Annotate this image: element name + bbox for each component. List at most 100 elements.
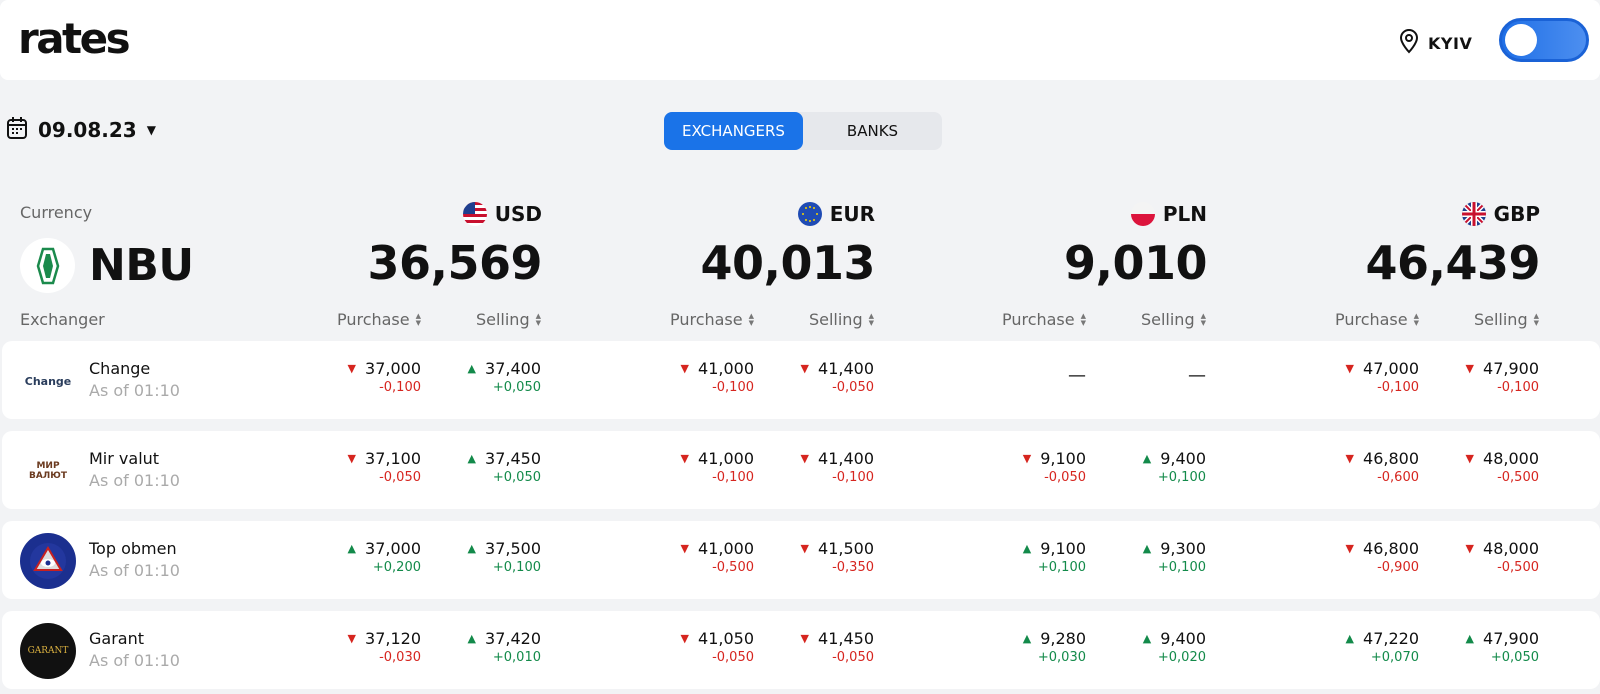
rate-value: 9,300	[1160, 539, 1206, 558]
exchanger-update-time: As of 01:10	[89, 471, 180, 490]
rate-change: -0,100	[832, 470, 874, 485]
arrow-up-icon: ▲	[1465, 632, 1475, 645]
rate-value: 37,450	[485, 449, 541, 468]
exchanger-row[interactable]: Top obmen As of 01:10 ▲ 37,000 +0,200 ▲ 37,500…	[2, 521, 1600, 599]
rates-logo[interactable]: rates	[18, 14, 131, 63]
selling-sort-header[interactable]: Selling ▲ ▼	[1096, 310, 1206, 329]
date-picker[interactable]: 09.08.23 ▼	[6, 116, 156, 144]
selling-sort-header[interactable]: Selling ▲ ▼	[764, 310, 874, 329]
rate-change: +0,030	[1037, 650, 1086, 665]
rate-value: 46,800	[1363, 539, 1419, 558]
theme-toggle[interactable]	[1499, 18, 1589, 62]
rate-value: 9,400	[1160, 449, 1206, 468]
rate-cell: ▲ 9,400 +0,100	[1096, 449, 1206, 485]
rate-cell: ▼ 41,500 -0,350	[764, 539, 874, 575]
exchanger-label: Exchanger	[20, 310, 105, 329]
rate-value: 47,900	[1483, 629, 1539, 648]
rate-change: +0,100	[492, 560, 541, 575]
currency-label: Currency	[20, 203, 93, 222]
selling-sort-header[interactable]: Selling ▲ ▼	[1429, 310, 1539, 329]
rate-value: 47,220	[1363, 629, 1419, 648]
arrow-down-icon: ▼	[800, 362, 810, 375]
purchase-sort-header[interactable]: Purchase ▲ ▼	[1309, 310, 1419, 329]
rate-cell: ▼ 37,000 -0,100	[311, 359, 421, 395]
currency-eur-code: EUR	[797, 202, 875, 226]
purchase-sort-header[interactable]: Purchase ▲ ▼	[644, 310, 754, 329]
rate-change: -0,500	[1497, 560, 1539, 575]
change-logo-icon: Change	[20, 353, 76, 409]
arrow-down-icon: ▼	[680, 362, 690, 375]
column-label: Purchase	[1001, 310, 1075, 329]
rate-cell: ▼ 47,900 -0,100	[1429, 359, 1539, 395]
rate-value: 37,120	[365, 629, 421, 648]
exchanger-name: Top obmen	[89, 539, 177, 558]
rate-value: 37,000	[365, 359, 421, 378]
rate-cell: —	[976, 359, 1086, 386]
city-selector[interactable]: KYIV	[1398, 28, 1472, 58]
rate-change: -0,100	[379, 380, 421, 395]
rate-change: +0,100	[1037, 560, 1086, 575]
tab-banks[interactable]: BANKS	[846, 122, 899, 140]
arrow-up-icon: ▲	[347, 542, 357, 555]
exchanger-row[interactable]: GARANT Garant As of 01:10 ▼ 37,120 -0,030 ▲ 37,…	[2, 611, 1600, 689]
rate-cell: ▼ 41,400 -0,100	[764, 449, 874, 485]
arrow-down-icon: ▼	[1465, 542, 1475, 555]
rate-value: 37,500	[485, 539, 541, 558]
rate-value: 47,900	[1483, 359, 1539, 378]
rate-cell: ▼ 41,000 -0,500	[644, 539, 754, 575]
arrow-down-icon: ▼	[347, 632, 357, 645]
date-value: 09.08.23	[38, 118, 137, 142]
mir-valut-logo-icon: МИР ВАЛЮТ	[20, 443, 76, 499]
currency-rate: 46,439	[1365, 236, 1540, 290]
rate-cell: ▲ 37,400 +0,050	[431, 359, 541, 395]
sort-icon: ▲ ▼	[1080, 311, 1086, 327]
exchanger-row[interactable]: Change Change As of 01:10 ▼ 37,000 -0,100 ▲ 37,…	[2, 341, 1600, 419]
purchase-sort-header[interactable]: Purchase ▲ ▼	[976, 310, 1086, 329]
currency-rate: 9,010	[1063, 236, 1208, 290]
rate-cell: ▼ 41,400 -0,050	[764, 359, 874, 395]
caret-down-icon: ▼	[146, 123, 156, 137]
column-label: Selling	[808, 310, 863, 329]
arrow-down-icon: ▼	[1345, 362, 1355, 375]
column-label: Selling	[475, 310, 530, 329]
rate-cell: ▼ 41,000 -0,100	[644, 449, 754, 485]
arrow-down-icon: ▼	[1022, 452, 1032, 465]
rate-cell: ▲ 9,100 +0,100	[976, 539, 1086, 575]
rate-cell: ▼ 41,000 -0,100	[644, 359, 754, 395]
rate-change: -0,050	[712, 650, 754, 665]
arrow-up-icon: ▲	[467, 452, 477, 465]
arrow-up-icon: ▲	[1022, 632, 1032, 645]
exchanger-update-time: As of 01:10	[89, 651, 180, 670]
selling-sort-header[interactable]: Selling ▲ ▼	[431, 310, 541, 329]
nbu-name: NBU	[89, 240, 194, 291]
currency-code-label: PLN	[1162, 202, 1207, 226]
currency-code-label: EUR	[829, 202, 875, 226]
exchanger-row[interactable]: МИР ВАЛЮТ Mir valut As of 01:10 ▼ 37,100 -0,0…	[2, 431, 1600, 509]
purchase-sort-header[interactable]: Purchase ▲ ▼	[311, 310, 421, 329]
rate-cell: ▲ 37,500 +0,100	[431, 539, 541, 575]
exchanger-column-header: Exchanger	[20, 310, 105, 329]
rate-value: —	[1188, 365, 1206, 386]
exchanger-name: Change	[89, 359, 151, 378]
rate-value: 9,100	[1040, 449, 1086, 468]
arrow-down-icon: ▼	[1465, 362, 1475, 375]
rate-change: -0,350	[832, 560, 874, 575]
rate-cell: ▲ 47,900 +0,050	[1429, 629, 1539, 665]
arrow-up-icon: ▲	[467, 362, 477, 375]
source-tabs: EXCHANGERS BANKS	[664, 112, 942, 150]
rate-value: 41,000	[698, 449, 754, 468]
tab-exchangers[interactable]: EXCHANGERS	[664, 112, 803, 150]
rate-cell: ▼ 9,100 -0,050	[976, 449, 1086, 485]
rate-cell: ▲ 47,220 +0,070	[1309, 629, 1419, 665]
uk-flag-icon	[1461, 202, 1486, 226]
us-flag-icon	[462, 202, 487, 226]
column-label: Selling	[1140, 310, 1195, 329]
top-obmen-logo-icon	[20, 533, 76, 589]
rate-change: -0,050	[832, 650, 874, 665]
sort-icon: ▲ ▼	[1200, 311, 1206, 327]
rate-value: 41,050	[698, 629, 754, 648]
rate-cell: ▲ 9,300 +0,100	[1096, 539, 1206, 575]
rate-change: -0,030	[379, 650, 421, 665]
rate-cell: ▼ 48,000 -0,500	[1429, 449, 1539, 485]
rate-change: -0,100	[712, 470, 754, 485]
